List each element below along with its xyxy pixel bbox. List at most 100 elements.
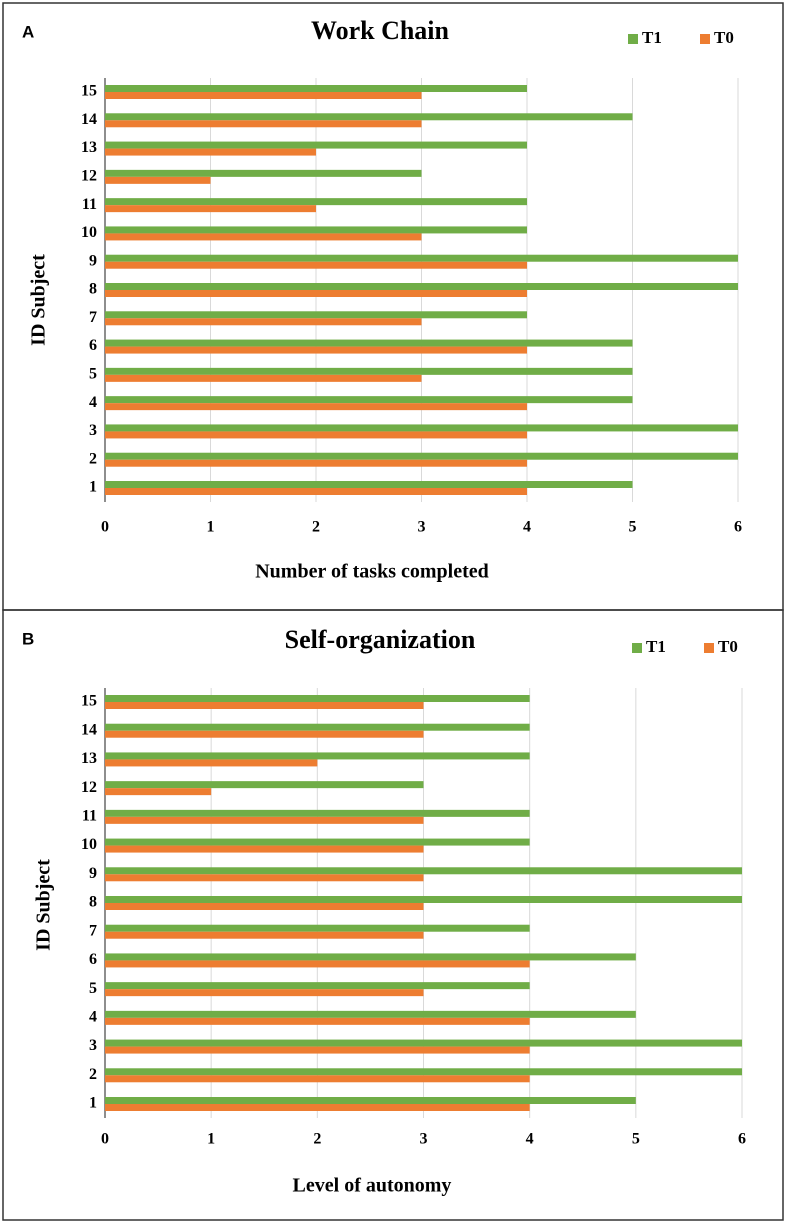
- legend-label: T0: [718, 637, 738, 656]
- y-tick-label: 3: [89, 422, 97, 439]
- y-tick-label: 1: [89, 479, 97, 496]
- y-tick-label: 5: [89, 366, 97, 383]
- bar: [105, 346, 527, 354]
- x-tick-label: 2: [312, 519, 320, 536]
- bar: [105, 367, 633, 375]
- bar: [105, 730, 424, 738]
- bar: [105, 1097, 636, 1104]
- bar: [105, 874, 424, 882]
- y-tick-label: 3: [89, 1037, 97, 1054]
- x-tick-label: 4: [526, 1131, 534, 1148]
- bar: [105, 1075, 530, 1083]
- y-axis-title: ID Subject: [28, 254, 50, 346]
- bar: [105, 1046, 530, 1054]
- bar: [105, 695, 530, 702]
- bar: [105, 1039, 742, 1047]
- y-tick-label: 15: [81, 693, 97, 710]
- x-tick-label: 6: [734, 519, 742, 536]
- x-tick-label: 3: [418, 519, 426, 536]
- y-tick-label: 12: [81, 779, 97, 796]
- bar: [105, 723, 530, 731]
- bar: [105, 953, 636, 961]
- bar: [105, 198, 527, 206]
- x-tick-label: 0: [101, 519, 109, 536]
- y-tick-label: 7: [89, 922, 97, 939]
- bar: [105, 431, 527, 439]
- y-axis-title: ID Subject: [33, 859, 55, 951]
- x-tick-label: 5: [632, 1131, 640, 1148]
- legend-label: T1: [642, 28, 662, 47]
- y-tick-label: 12: [81, 168, 97, 185]
- y-tick-label: 7: [89, 309, 97, 326]
- y-tick-label: 11: [82, 808, 97, 825]
- y-tick-label: 9: [89, 252, 97, 269]
- legend-swatch: [632, 643, 642, 653]
- bar: [105, 283, 738, 290]
- panel-label: A: [22, 22, 34, 41]
- y-tick-label: 15: [81, 83, 97, 100]
- legend-swatch: [628, 34, 638, 44]
- y-tick-label: 10: [81, 836, 97, 853]
- y-tick-label: 14: [81, 111, 97, 128]
- bar: [105, 845, 424, 853]
- bar: [105, 233, 422, 241]
- y-tick-label: 9: [89, 865, 97, 882]
- bar: [105, 169, 422, 177]
- bar: [105, 788, 212, 796]
- bar: [105, 141, 527, 149]
- bar: [105, 488, 527, 495]
- bar: [105, 752, 530, 760]
- y-tick-label: 5: [89, 980, 97, 997]
- y-tick-label: 8: [89, 894, 97, 911]
- bar: [105, 1010, 636, 1018]
- x-tick-label: 6: [738, 1131, 746, 1148]
- bar: [105, 318, 422, 326]
- bar: [105, 896, 742, 903]
- y-tick-label: 1: [89, 1095, 97, 1112]
- bar: [105, 867, 742, 875]
- bar: [105, 960, 530, 968]
- y-tick-label: 11: [82, 196, 97, 213]
- chart-title: Self-organization: [285, 625, 476, 654]
- y-tick-label: 10: [81, 224, 97, 241]
- x-axis-title: Level of autonomy: [293, 1175, 452, 1197]
- y-tick-label: 2: [89, 1066, 97, 1083]
- y-tick-label: 2: [89, 450, 97, 467]
- bar: [105, 254, 738, 262]
- bar: [105, 816, 424, 824]
- bar: [105, 226, 527, 234]
- bar: [105, 481, 633, 488]
- bar: [105, 396, 633, 404]
- bar: [105, 290, 527, 297]
- bar: [105, 120, 422, 128]
- bar: [105, 403, 527, 411]
- bar: [105, 261, 527, 269]
- bar: [105, 1017, 530, 1025]
- panel-label: B: [22, 629, 34, 648]
- bar: [105, 176, 211, 184]
- legend-label: T0: [714, 28, 734, 47]
- bar: [105, 989, 424, 997]
- bar: [105, 982, 530, 990]
- legend-swatch: [700, 34, 710, 44]
- x-axis-title: Number of tasks completed: [255, 561, 489, 583]
- y-tick-label: 8: [89, 281, 97, 298]
- bar: [105, 148, 316, 156]
- y-tick-label: 4: [89, 394, 97, 411]
- bar: [105, 1104, 530, 1111]
- bar: [105, 113, 633, 121]
- bar: [105, 759, 318, 767]
- bar: [105, 924, 530, 932]
- y-tick-label: 6: [89, 337, 97, 354]
- bar: [105, 452, 738, 460]
- bar: [105, 809, 530, 817]
- bar: [105, 92, 422, 99]
- bar: [105, 903, 424, 910]
- bar: [105, 459, 527, 467]
- bar: [105, 781, 424, 789]
- y-tick-label: 13: [81, 750, 97, 767]
- bar: [105, 85, 527, 92]
- bar: [105, 311, 527, 319]
- legend-swatch: [704, 643, 714, 653]
